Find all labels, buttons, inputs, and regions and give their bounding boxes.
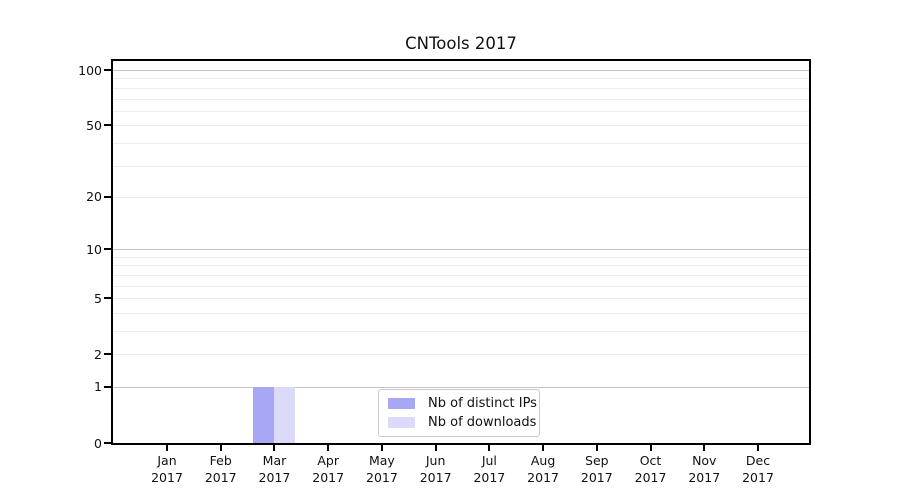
x-axis-tick-label: Feb 2017	[204, 453, 237, 485]
x-axis-tick-label: Jul 2017	[473, 453, 506, 485]
x-axis-tick-label: Nov 2017	[688, 453, 721, 485]
minor-gridline	[113, 312, 809, 314]
plot-area	[111, 59, 811, 445]
y-axis-tick-label: 5	[94, 290, 102, 306]
minor-gridline	[113, 354, 809, 356]
y-axis-tick	[104, 248, 111, 251]
y-axis-tick	[104, 124, 111, 127]
y-axis-tick-label: 1	[94, 379, 102, 395]
minor-gridline	[113, 274, 809, 276]
x-axis-tick	[542, 445, 545, 451]
x-axis-tick	[380, 445, 383, 451]
y-axis-tick	[104, 195, 111, 198]
legend-item-distinct-ips: Nb of distinct IPs	[388, 396, 537, 411]
x-axis-tick-label: Aug 2017	[527, 453, 559, 485]
y-axis-tick-label: 100	[78, 62, 102, 78]
legend-swatch-distinct-ips-icon	[388, 398, 415, 410]
y-axis-tick-label: 0	[94, 435, 102, 451]
x-axis-tick	[595, 445, 598, 451]
x-axis-tick	[273, 445, 276, 451]
minor-gridline	[113, 110, 809, 112]
minor-gridline	[113, 87, 809, 89]
y-axis-tick	[104, 353, 111, 356]
x-axis-tick	[703, 445, 706, 451]
x-axis-tick	[649, 445, 652, 451]
x-axis-tick-label: Sep 2017	[580, 453, 613, 485]
y-axis-tick-label: 10	[86, 241, 102, 257]
x-axis-tick	[219, 445, 222, 451]
legend-label-downloads: Nb of downloads	[428, 414, 537, 430]
major-gridline	[113, 386, 809, 388]
major-gridline	[113, 70, 809, 72]
x-axis-tick	[166, 445, 168, 451]
minor-gridline	[113, 196, 809, 198]
x-axis-tick-label: Jan 2017	[151, 453, 183, 485]
x-axis-tick-label: Jun 2017	[419, 453, 452, 485]
legend-label-distinct-ips: Nb of distinct IPs	[428, 396, 537, 412]
minor-gridline	[113, 256, 809, 258]
y-axis-tick-label: 50	[86, 117, 102, 133]
x-axis-tick-label: Apr 2017	[312, 453, 345, 485]
major-gridline	[113, 249, 809, 251]
x-axis-tick	[327, 445, 330, 451]
minor-gridline	[113, 78, 809, 80]
minor-gridline	[113, 165, 809, 167]
minor-gridline	[113, 142, 809, 144]
bar-distinct-ips	[253, 386, 275, 443]
bar-downloads	[274, 386, 296, 443]
x-axis-tick-label: Dec 2017	[742, 453, 774, 485]
minor-gridline	[113, 285, 809, 287]
chart-title: CNTools 2017	[405, 34, 517, 53]
x-axis-tick	[434, 445, 437, 451]
legend-swatch-downloads-icon	[388, 416, 415, 428]
legend-item-downloads: Nb of downloads	[388, 415, 536, 430]
minor-gridline	[113, 298, 809, 300]
x-axis-tick-label: Oct 2017	[634, 453, 667, 485]
minor-gridline	[113, 125, 809, 127]
legend: Nb of distinct IPs Nb of downloads	[378, 389, 540, 437]
y-axis-tick	[104, 69, 111, 72]
minor-gridline	[113, 98, 809, 100]
y-axis-tick	[104, 297, 111, 300]
minor-gridline	[113, 330, 809, 332]
minor-gridline	[113, 265, 809, 267]
y-axis-tick	[104, 442, 111, 444]
y-axis-tick-label: 20	[86, 189, 102, 205]
x-axis-tick	[757, 445, 759, 451]
x-axis-tick-label: May 2017	[366, 453, 398, 485]
y-axis-tick	[104, 385, 111, 388]
x-axis-tick	[488, 445, 491, 451]
x-axis-tick-label: Mar 2017	[258, 453, 291, 485]
y-axis-tick-label: 2	[94, 346, 102, 362]
